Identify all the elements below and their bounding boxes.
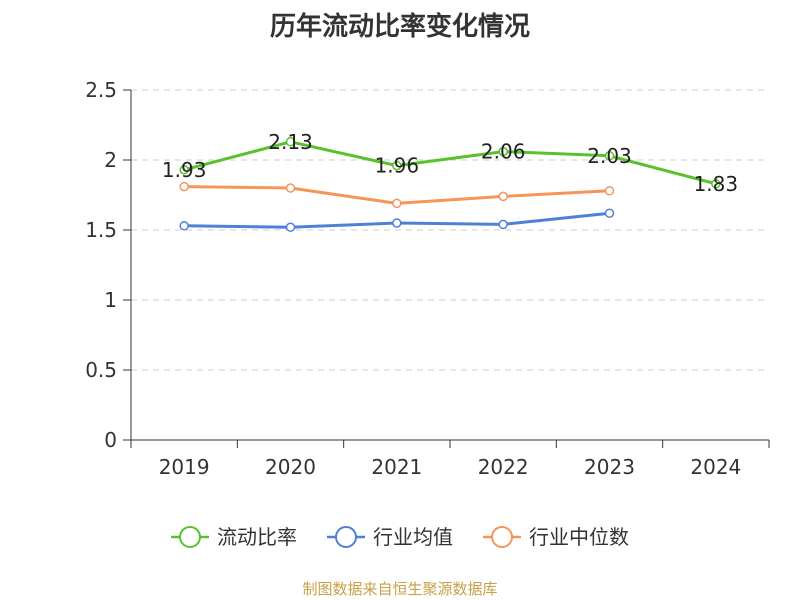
legend-item[interactable]: 流动比率 — [171, 525, 297, 549]
series — [179, 137, 721, 232]
data-label: 2.03 — [587, 144, 632, 168]
series-line — [183, 140, 717, 186]
x-tick-label: 2020 — [265, 455, 316, 479]
legend-label: 行业中位数 — [529, 525, 629, 549]
chart-title: 历年流动比率变化情况 — [269, 12, 530, 42]
x-tick-label: 2019 — [159, 455, 210, 479]
x-tick-label: 2023 — [584, 455, 635, 479]
y-tick-label: 1 — [104, 288, 117, 312]
data-point — [392, 160, 402, 171]
data-point — [498, 219, 508, 230]
y-tick-label: 0 — [104, 428, 117, 452]
grid-lines — [131, 89, 769, 371]
data-point — [179, 181, 189, 192]
y-tick-label: 1.5 — [85, 218, 117, 242]
legend[interactable]: 流动比率 行业均值 行业中位数 — [171, 525, 629, 549]
data-labels: 1.93 2.13 1.96 2.06 2.03 1.83 — [162, 130, 738, 196]
data-label: 2.06 — [481, 140, 526, 164]
legend-marker — [491, 526, 513, 548]
source-note: 制图数据来自恒生聚源数据库 — [302, 580, 498, 598]
data-label: 1.83 — [694, 172, 739, 196]
legend-marker — [335, 526, 357, 548]
y-tick-label: 2.5 — [85, 78, 117, 102]
legend-label: 流动比率 — [217, 525, 297, 549]
x-tick-label: 2022 — [478, 455, 529, 479]
legend-label: 行业均值 — [373, 525, 453, 549]
legend-marker — [179, 526, 201, 548]
data-label: 1.93 — [162, 158, 207, 182]
data-point — [179, 221, 189, 231]
legend-item[interactable]: 行业中位数 — [483, 525, 629, 549]
y-tick-label: 2 — [104, 148, 117, 172]
data-point — [604, 186, 615, 196]
data-point — [179, 165, 189, 175]
data-point — [498, 191, 508, 202]
x-tick-label: 2021 — [371, 455, 422, 479]
data-point — [285, 183, 296, 193]
data-label: 2.13 — [268, 130, 313, 154]
data-point — [285, 137, 296, 147]
data-point — [711, 179, 721, 189]
data-label: 1.96 — [375, 154, 420, 178]
y-tick-label: 0.5 — [85, 358, 117, 382]
data-point — [604, 208, 615, 218]
data-point — [285, 222, 296, 232]
data-point — [392, 218, 402, 228]
x-tick-label: 2024 — [690, 455, 741, 479]
data-point — [498, 146, 508, 157]
legend-item[interactable]: 行业均值 — [327, 525, 453, 549]
data-point — [604, 151, 615, 161]
data-point — [392, 198, 402, 209]
axes: 0 0.5 1 1.5 2 2.5 2019 2020 2021 2022 2023 2024 — [85, 78, 770, 479]
